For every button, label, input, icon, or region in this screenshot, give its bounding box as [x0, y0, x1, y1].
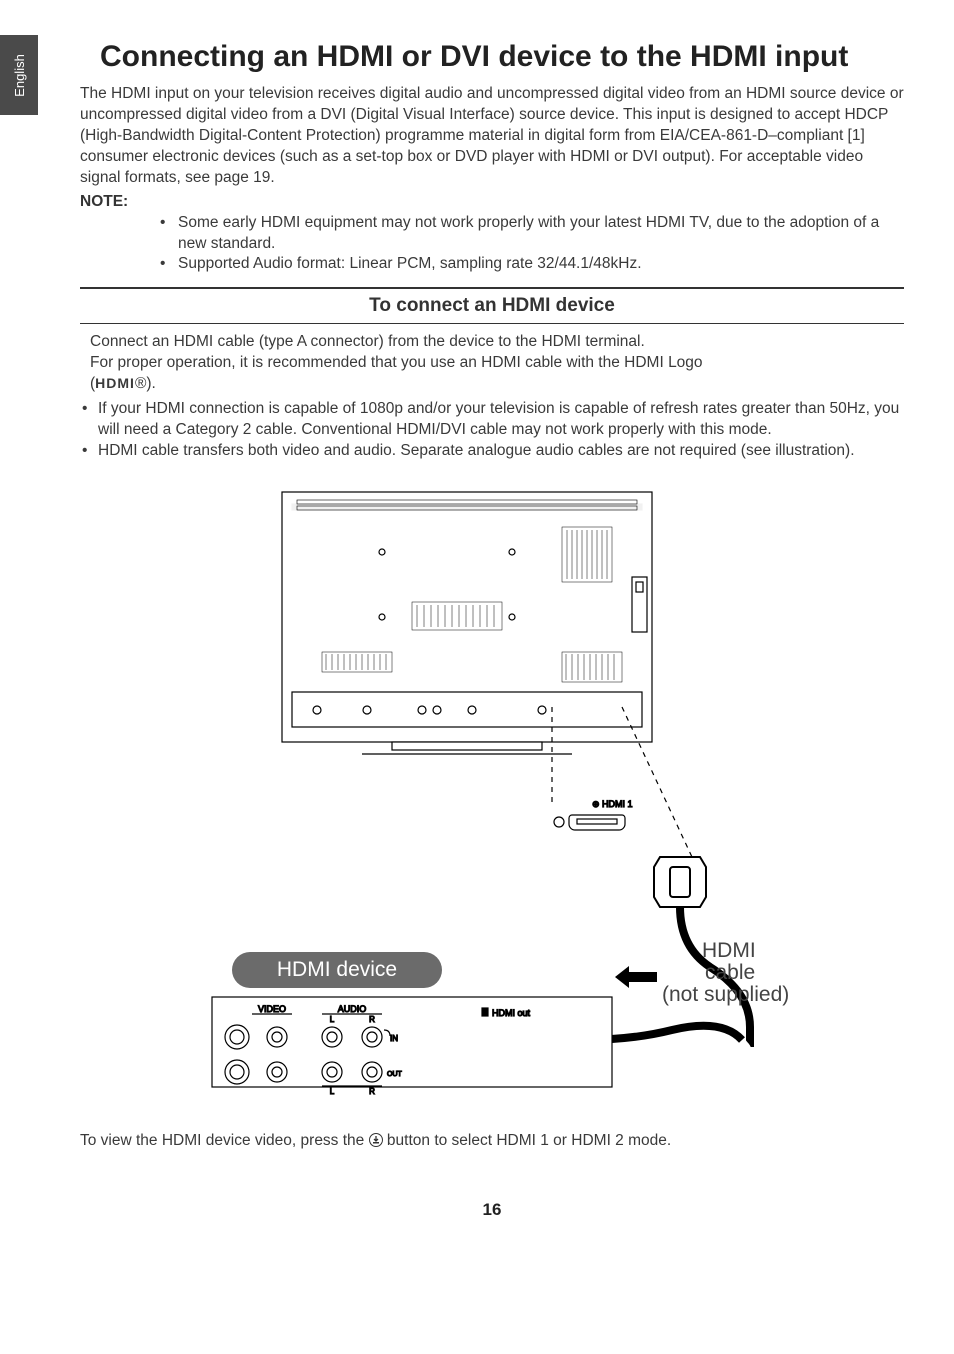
svg-text:R: R — [369, 1087, 375, 1096]
connection-diagram: ⊕ HDMI 1 HDMI cable — [162, 482, 822, 1112]
list-item: If your HDMI connection is capable of 10… — [80, 399, 904, 441]
closing-text-a: To view the HDMI device video, press the — [80, 1132, 369, 1149]
diagram-port-label: HDMI 1 — [602, 799, 633, 809]
paren-close: ®). — [135, 375, 156, 392]
list-item: HDMI cable transfers both video and audi… — [80, 441, 904, 462]
closing-text-b: button to select HDMI 1 or HDMI 2 mode. — [383, 1132, 672, 1149]
svg-text:L: L — [330, 1087, 335, 1096]
svg-text:R: R — [369, 1015, 375, 1024]
sub-bullet-list: If your HDMI connection is capable of 10… — [80, 399, 904, 462]
diagram-cable-label-2: cable — [705, 961, 755, 984]
diagram-audio-label: AUDIO — [338, 1004, 367, 1014]
svg-text:OUT: OUT — [387, 1071, 403, 1078]
diagram-cable-label-3: (not supplied) — [662, 983, 789, 1006]
sub-intro-text: For proper operation, it is recommended … — [90, 354, 703, 371]
diagram-device-label: HDMI device — [277, 958, 397, 981]
subsection-title: To connect an HDMI device — [80, 295, 904, 317]
note-list: Some early HDMI equipment may not work p… — [160, 213, 904, 276]
subsection-header: To connect an HDMI device — [80, 287, 904, 324]
page-number: 16 — [80, 1200, 904, 1220]
svg-text:L: L — [330, 1015, 335, 1024]
note-label: NOTE: — [80, 193, 904, 211]
language-label: English — [12, 54, 27, 97]
page-content: Connecting an HDMI or DVI device to the … — [80, 40, 904, 1220]
svg-text:IN: IN — [390, 1034, 398, 1043]
sub-intro-line2: For proper operation, it is recommended … — [90, 353, 904, 395]
page-title: Connecting an HDMI or DVI device to the … — [100, 40, 904, 74]
language-tab: English — [0, 35, 38, 115]
diagram-hdmi-out-label: HDMI out — [492, 1008, 531, 1018]
hdmi-logo-icon: HDMI — [95, 375, 135, 391]
svg-text:⊕: ⊕ — [592, 799, 600, 809]
diagram-cable-label-1: HDMI — [702, 939, 756, 962]
note-item: Some early HDMI equipment may not work p… — [160, 213, 904, 255]
note-item: Supported Audio format: Linear PCM, samp… — [160, 254, 904, 275]
closing-paragraph: To view the HDMI device video, press the… — [80, 1132, 904, 1150]
sub-intro-line1: Connect an HDMI cable (type A connector)… — [90, 332, 904, 353]
diagram-video-label: VIDEO — [258, 1004, 286, 1014]
intro-paragraph: The HDMI input on your television receiv… — [80, 84, 904, 189]
input-source-icon — [369, 1133, 383, 1147]
